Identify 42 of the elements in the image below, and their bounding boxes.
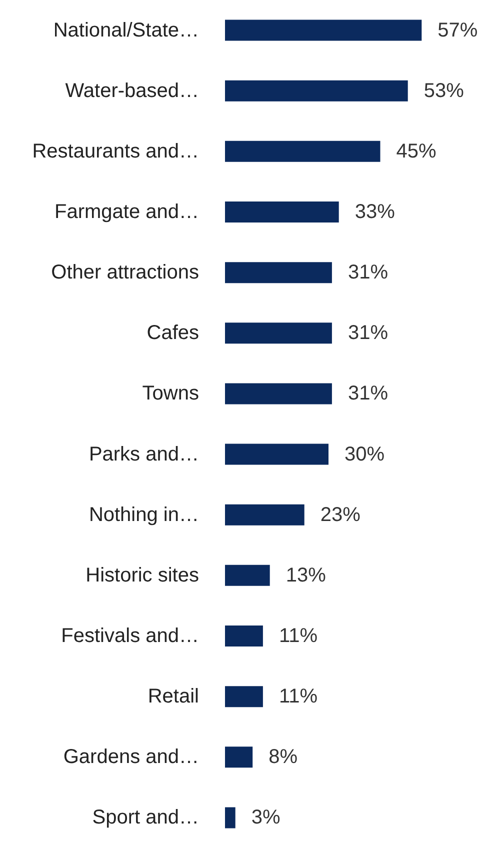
- data-label: 11%: [278, 686, 318, 708]
- bar: [225, 20, 422, 41]
- bar: [225, 202, 339, 222]
- bar: [225, 686, 263, 708]
- data-label: 31%: [348, 382, 388, 405]
- y-tick-label: National/State…: [53, 19, 199, 42]
- data-label: 33%: [354, 201, 396, 223]
- y-tick-label: Festivals and…: [61, 625, 199, 647]
- y-tick-label: Gardens and…: [63, 746, 199, 768]
- data-label: 31%: [348, 322, 388, 344]
- y-tick-label: Towns: [142, 382, 199, 405]
- data-label: 3%: [251, 806, 280, 829]
- bar: [225, 444, 328, 465]
- data-label: 45%: [396, 140, 436, 162]
- data-label: 23%: [320, 504, 361, 526]
- bar: [225, 80, 408, 102]
- data-label: 11%: [278, 625, 318, 647]
- data-label: 8%: [268, 746, 298, 768]
- bar: [225, 626, 263, 646]
- data-label: 31%: [348, 262, 388, 284]
- y-tick-label: Cafes: [146, 322, 199, 344]
- bar: [225, 504, 304, 526]
- data-label: 53%: [424, 80, 464, 102]
- bar: [225, 322, 332, 344]
- data-label: 30%: [344, 443, 385, 466]
- bar: [225, 564, 270, 586]
- y-tick-label: Farmgate and…: [54, 201, 199, 223]
- bar: [225, 383, 332, 404]
- y-tick-label: Parks and…: [88, 443, 199, 466]
- y-tick-label: Restaurants and…: [32, 140, 199, 162]
- y-tick-label: Sport and…: [92, 806, 199, 829]
- y-tick-label: Water-based…: [65, 80, 199, 102]
- bar: [225, 746, 253, 768]
- y-tick-label: Historic sites: [86, 564, 199, 586]
- data-label: 57%: [438, 19, 478, 42]
- bar: [225, 807, 236, 828]
- y-tick-label: Retail: [148, 686, 199, 708]
- y-tick-label: Other attractions: [51, 262, 199, 284]
- bar: [225, 140, 380, 162]
- bar: [225, 262, 332, 284]
- y-tick-label: Nothing in…: [88, 504, 199, 526]
- data-label: 13%: [286, 564, 326, 586]
